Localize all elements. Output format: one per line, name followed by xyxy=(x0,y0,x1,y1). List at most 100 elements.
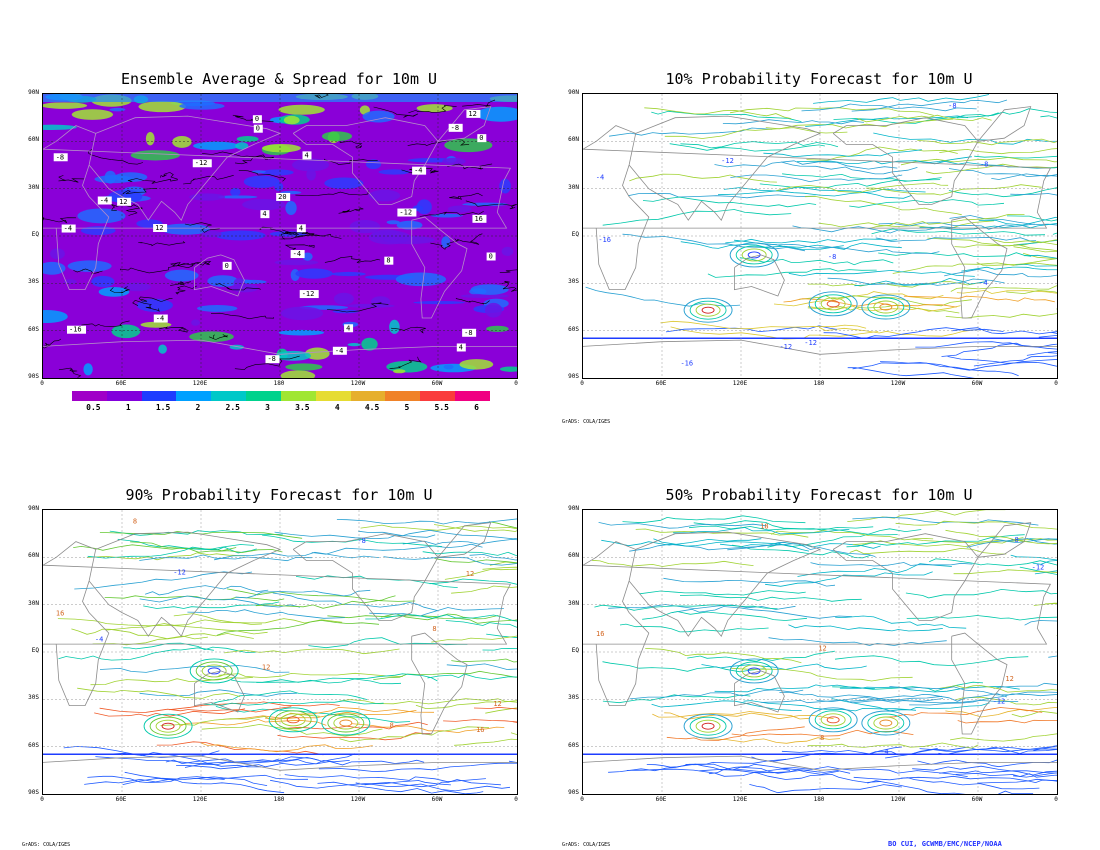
spread-fill-patch xyxy=(291,158,330,172)
probability-contour-line xyxy=(895,520,1057,530)
spread-fill-patch xyxy=(122,282,151,292)
lat-label: 30S xyxy=(28,694,39,702)
spread-fill-patch xyxy=(395,272,447,287)
svg-text:-4: -4 xyxy=(880,748,888,756)
probability-contour-line xyxy=(1006,215,1057,222)
probability-contour-line xyxy=(84,776,268,786)
spread-fill-patch xyxy=(71,109,114,120)
probability-contour-line xyxy=(278,759,425,766)
coastline xyxy=(951,216,1008,319)
lat-label: 90S xyxy=(28,373,39,380)
probability-contour-line xyxy=(939,148,1057,155)
lon-label: 120E xyxy=(732,796,748,803)
svg-text:-16: -16 xyxy=(69,326,82,334)
probability-contour-line xyxy=(427,673,517,680)
contour-value-label: -8 xyxy=(828,253,836,261)
mean-contour-line xyxy=(234,156,269,165)
probability-contour-line xyxy=(446,663,517,670)
coastline xyxy=(292,117,439,205)
mean-contour-line xyxy=(338,207,364,214)
probability-contour-maximum xyxy=(747,251,761,259)
probability-contour-line xyxy=(169,701,340,711)
mean-contour-line xyxy=(183,175,234,185)
mean-contour-line xyxy=(160,172,178,180)
probability-contour-line xyxy=(1048,655,1057,658)
mean-contour-line xyxy=(284,244,315,252)
probability-contour-line xyxy=(383,556,517,566)
probability-contour-line xyxy=(402,538,517,545)
probability-contour-line xyxy=(381,613,517,624)
probability-contour-line xyxy=(283,721,428,730)
mean-contour-line xyxy=(138,241,186,247)
probability-contour-line xyxy=(139,595,301,608)
spread-fill-patch xyxy=(386,360,428,373)
probability-contour-line xyxy=(948,168,1057,178)
probability-contour-line xyxy=(976,262,1057,266)
svg-text:-4: -4 xyxy=(979,279,987,287)
spread-fill-patch xyxy=(50,248,65,260)
mean-contour-line xyxy=(462,99,495,108)
svg-text:-8: -8 xyxy=(451,124,459,132)
mean-contour-line xyxy=(501,281,517,292)
probability-contour-line xyxy=(369,607,504,617)
probability-contour-line xyxy=(783,298,957,308)
spread-fill-patch xyxy=(499,178,511,194)
spread-fill-patch xyxy=(275,350,312,361)
spread-fill-patch xyxy=(280,306,324,321)
probability-contour-line xyxy=(945,706,1057,718)
probability-contour-line xyxy=(788,624,943,632)
probability-contour-line xyxy=(903,295,1055,303)
probability-contour-line xyxy=(867,780,1034,794)
lon-label: 0 xyxy=(40,796,44,803)
mean-contour-line xyxy=(324,158,378,165)
svg-text:8: 8 xyxy=(386,257,390,265)
svg-text:8: 8 xyxy=(390,721,394,729)
probability-contour-line xyxy=(722,119,864,125)
contour-value-label: 0 xyxy=(486,252,496,261)
probability-contour-line xyxy=(818,327,979,337)
spread-fill-patch xyxy=(63,279,77,285)
probability-contour-maximum xyxy=(701,306,715,314)
probability-contour-line xyxy=(609,127,773,137)
probability-contour-line xyxy=(639,590,806,596)
lon-label: 0 xyxy=(514,796,518,803)
spread-fill-patch xyxy=(346,303,395,308)
probability-contour-line xyxy=(660,320,867,330)
probability-contour-line xyxy=(663,577,836,587)
lon-label: 120W xyxy=(350,796,366,803)
spread-fill-patch xyxy=(83,363,93,376)
lat-label: EQ xyxy=(31,647,39,654)
contour-value-label: -12 xyxy=(779,343,792,351)
svg-text:12: 12 xyxy=(119,198,127,206)
spread-fill-patch xyxy=(499,366,517,372)
contour-value-label: -8 xyxy=(448,123,463,132)
lon-label: 0 xyxy=(40,380,44,387)
contour-value-label: -12 xyxy=(721,157,734,165)
probability-contour-line xyxy=(991,173,1057,180)
probability-contour-line xyxy=(782,173,942,182)
svg-text:-4: -4 xyxy=(596,173,604,181)
probability-contour-line xyxy=(679,594,862,602)
mean-contour-line xyxy=(408,105,457,114)
mean-contour-line xyxy=(125,204,143,216)
colorbar-label: 5 xyxy=(404,403,410,412)
coastline xyxy=(194,254,245,297)
probability-contour-line xyxy=(776,182,949,194)
spread-fill-patch xyxy=(193,141,240,151)
probability-contour-line xyxy=(58,647,214,661)
probability-contour-line xyxy=(852,362,1019,377)
probability-contour-line xyxy=(318,762,517,772)
contour-value-label: -12 xyxy=(397,208,417,217)
svg-text:12: 12 xyxy=(155,224,163,232)
colorbar-swatch xyxy=(385,391,421,401)
probability-contour-line xyxy=(878,222,1035,230)
probability-contour-line xyxy=(224,648,400,655)
probability-contour-line xyxy=(358,529,517,540)
mean-contour-line xyxy=(209,334,228,340)
spread-fill-patch xyxy=(283,115,300,125)
coastline xyxy=(628,115,822,221)
contour-value-label: 12 xyxy=(818,645,826,653)
probability-contour-line xyxy=(317,781,484,794)
probability-contour-line xyxy=(360,524,517,531)
probability-contour-line xyxy=(807,304,960,314)
